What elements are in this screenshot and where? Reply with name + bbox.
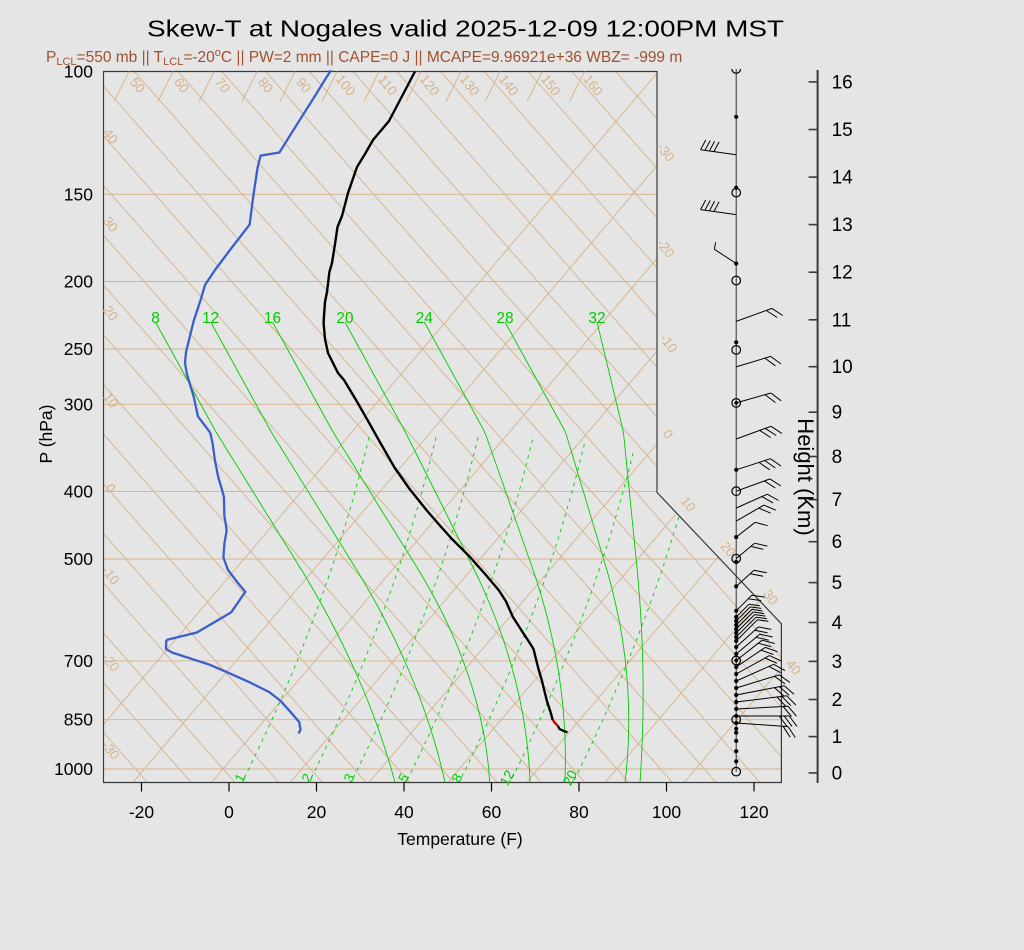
svg-text:250: 250 <box>64 339 93 359</box>
svg-text:850: 850 <box>64 710 93 730</box>
svg-text:8: 8 <box>832 447 843 468</box>
svg-text:Height (Km): Height (Km) <box>793 418 818 535</box>
svg-text:10: 10 <box>100 390 121 411</box>
svg-text:60: 60 <box>171 75 192 96</box>
svg-text:300: 300 <box>64 394 93 414</box>
svg-text:11: 11 <box>832 310 852 331</box>
svg-text:30: 30 <box>760 587 781 608</box>
svg-text:15: 15 <box>832 120 853 141</box>
svg-text:PLCL=550 mb || TLCL=-20oC || P: PLCL=550 mb || TLCL=-20oC || PW=2 mm || … <box>46 47 682 68</box>
svg-text:20: 20 <box>560 768 580 788</box>
svg-text:-20: -20 <box>129 802 155 822</box>
svg-text:20: 20 <box>336 310 354 327</box>
svg-text:10: 10 <box>678 494 699 515</box>
svg-text:20: 20 <box>100 303 121 324</box>
svg-text:700: 700 <box>64 651 93 671</box>
svg-text:40: 40 <box>100 126 121 147</box>
svg-text:9: 9 <box>832 403 843 424</box>
svg-text:28: 28 <box>496 310 513 327</box>
svg-text:100: 100 <box>64 62 93 82</box>
svg-text:8: 8 <box>151 310 160 327</box>
svg-text:3: 3 <box>832 652 843 673</box>
svg-text:10: 10 <box>832 357 853 378</box>
svg-text:5: 5 <box>832 573 843 594</box>
svg-text:60: 60 <box>482 802 502 822</box>
svg-text:12: 12 <box>832 263 853 284</box>
svg-text:120: 120 <box>739 802 768 822</box>
svg-text:32: 32 <box>588 310 605 327</box>
svg-text:20: 20 <box>718 539 739 560</box>
svg-text:13: 13 <box>832 215 853 236</box>
svg-text:40: 40 <box>783 657 804 678</box>
svg-text:30: 30 <box>100 214 121 235</box>
svg-text:400: 400 <box>64 481 93 501</box>
svg-text:90: 90 <box>293 75 314 96</box>
svg-text:70: 70 <box>212 75 233 96</box>
svg-text:40: 40 <box>394 802 414 822</box>
svg-text:150: 150 <box>64 184 93 204</box>
svg-text:14: 14 <box>832 168 854 189</box>
svg-text:100: 100 <box>652 802 681 822</box>
svg-text:Temperature (F): Temperature (F) <box>397 829 522 849</box>
svg-text:0: 0 <box>224 802 234 822</box>
svg-text:0: 0 <box>832 763 843 784</box>
svg-text:4: 4 <box>832 613 843 634</box>
svg-text:80: 80 <box>569 802 589 822</box>
svg-text:500: 500 <box>64 549 93 569</box>
svg-text:24: 24 <box>416 310 434 327</box>
svg-text:P (hPa): P (hPa) <box>36 404 56 463</box>
svg-text:Skew-T at Nogales valid 2025-1: Skew-T at Nogales valid 2025-12-09 12:00… <box>147 16 784 42</box>
svg-text:2: 2 <box>832 690 843 711</box>
svg-text:1: 1 <box>832 727 843 748</box>
svg-text:7: 7 <box>832 490 843 511</box>
svg-text:50: 50 <box>127 75 148 96</box>
svg-text:16: 16 <box>832 72 853 93</box>
svg-text:200: 200 <box>64 272 93 292</box>
svg-text:16: 16 <box>264 310 281 327</box>
svg-text:12: 12 <box>202 310 219 327</box>
svg-text:1000: 1000 <box>54 759 93 779</box>
svg-text:12: 12 <box>497 768 517 788</box>
svg-text:80: 80 <box>255 75 276 96</box>
svg-text:20: 20 <box>307 802 327 822</box>
svg-text:6: 6 <box>832 532 843 553</box>
